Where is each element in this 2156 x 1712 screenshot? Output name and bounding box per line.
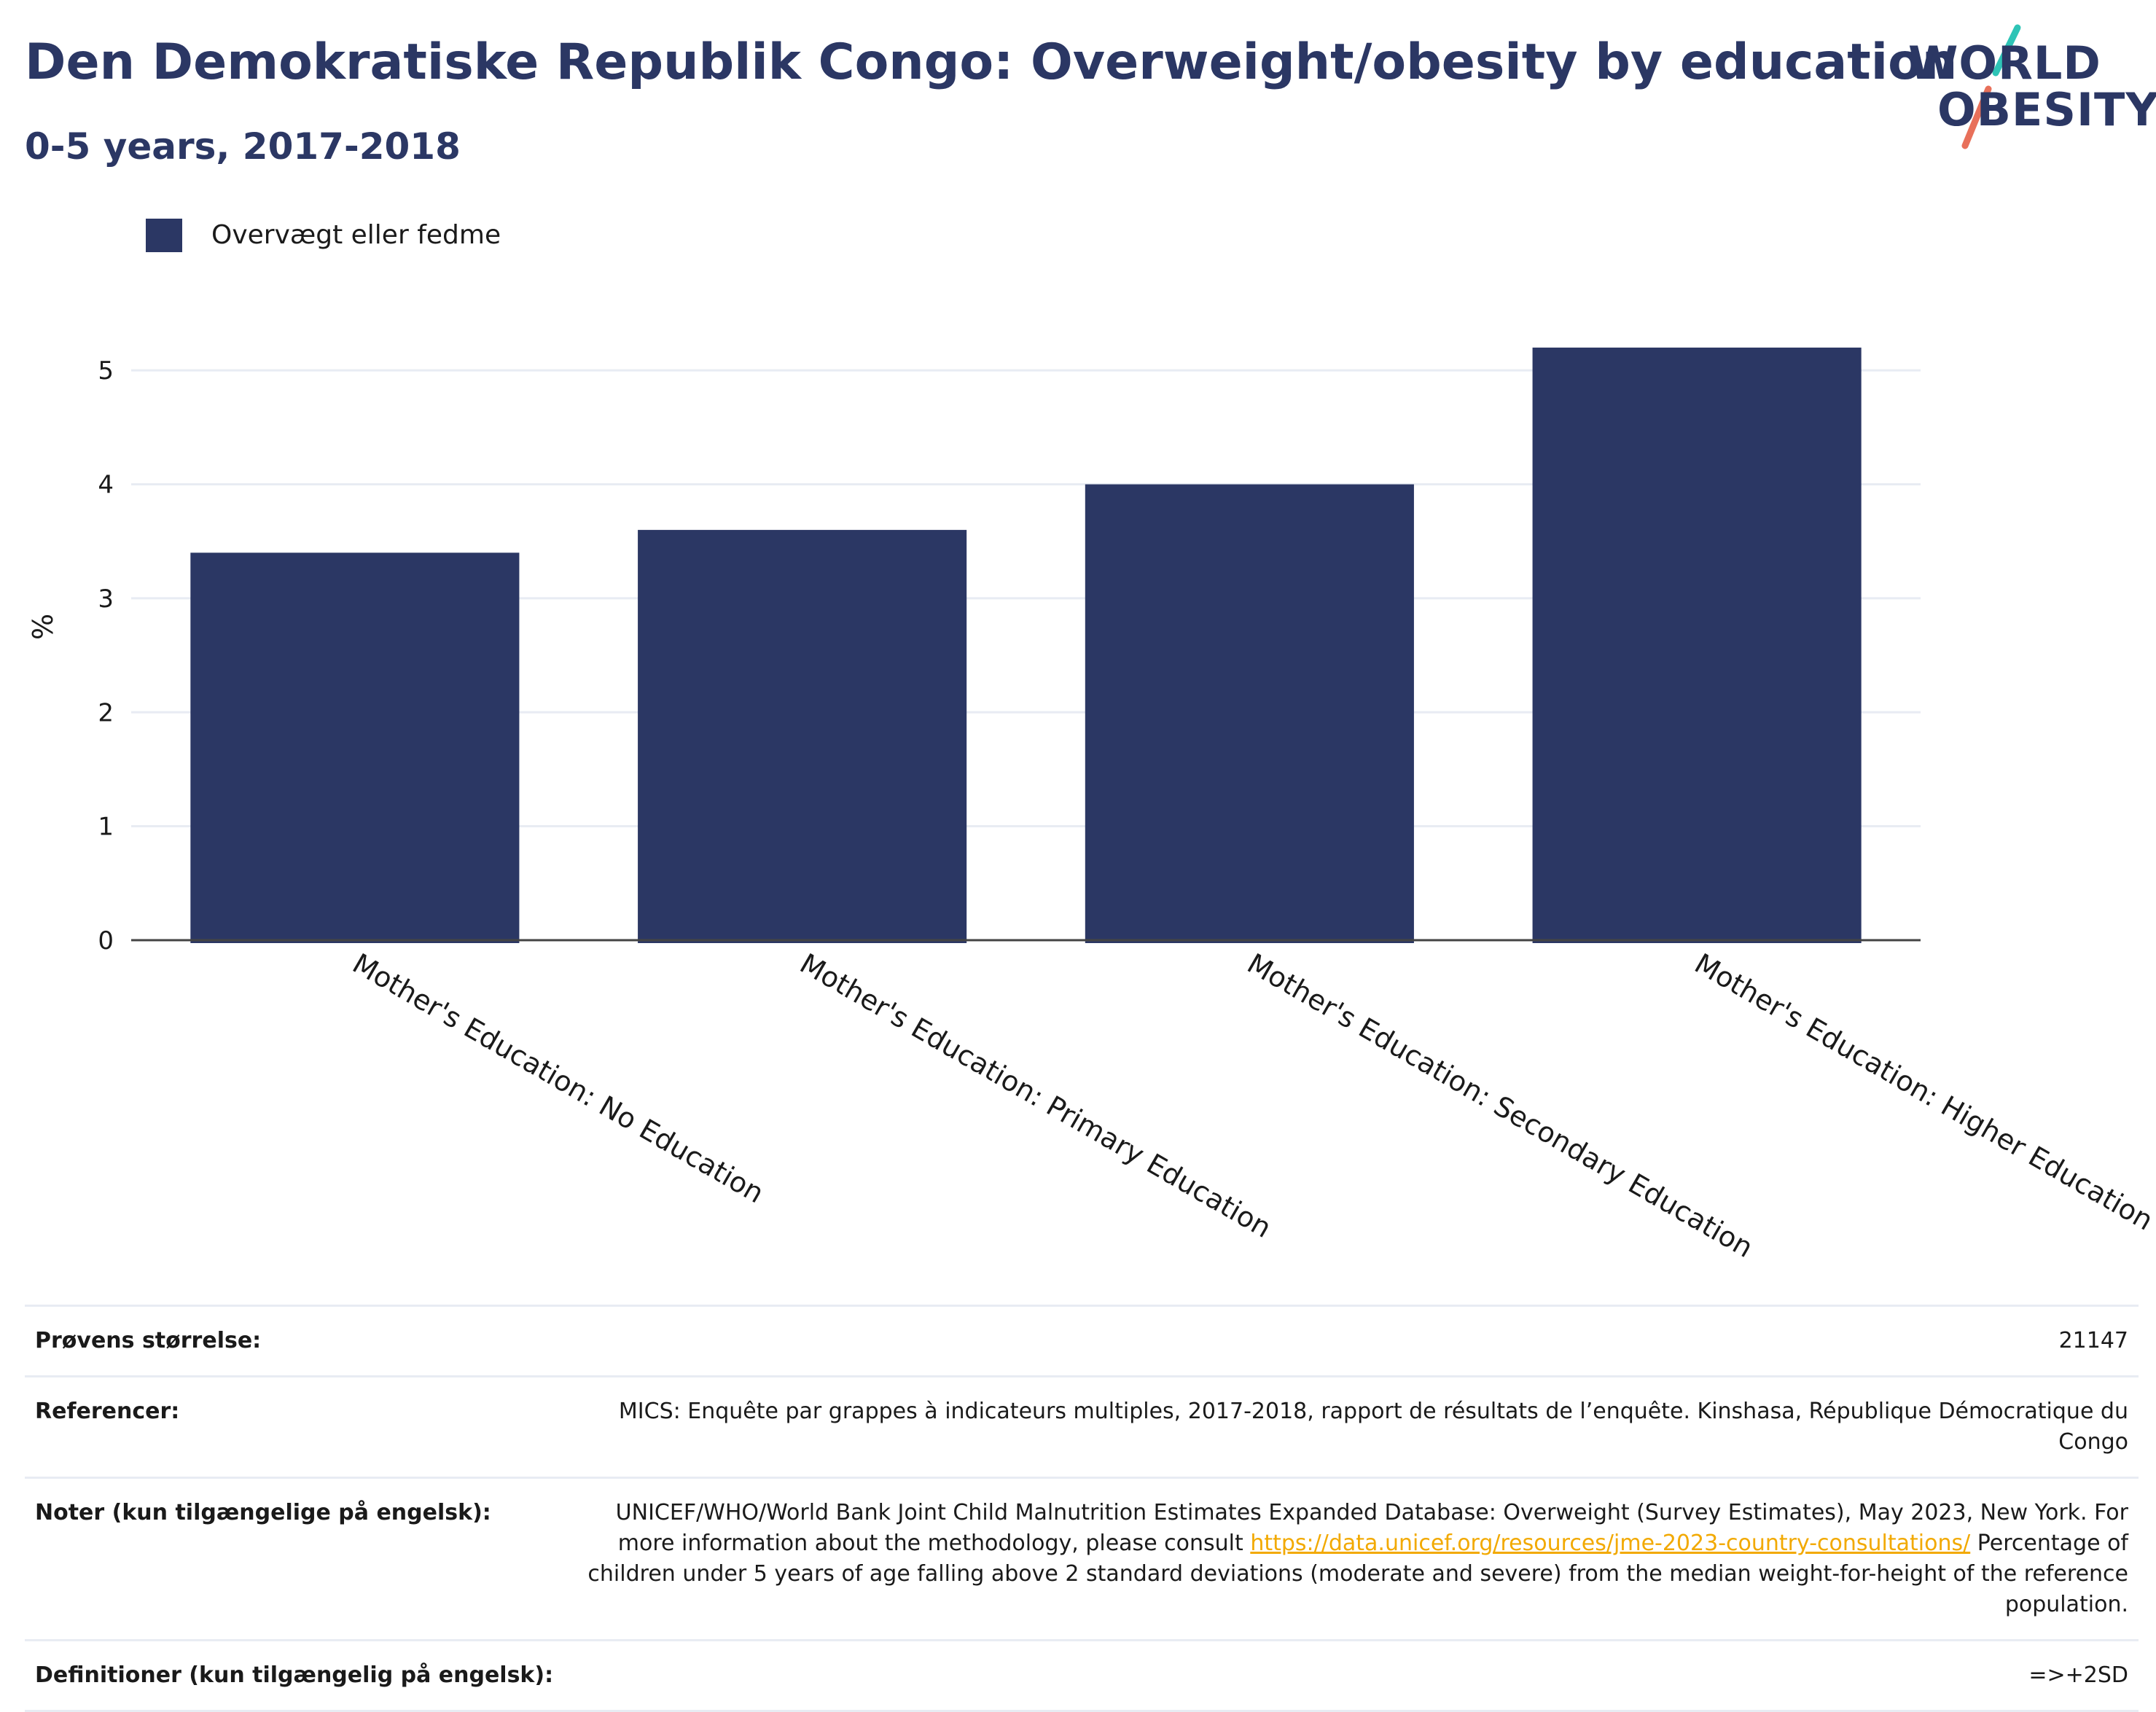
y-tick-label: 0 <box>98 926 114 955</box>
definitions-label: Definitioner (kun tilgængelig på engelsk… <box>35 1662 554 1688</box>
info-row-sample-size: Prøvens størrelse: 21147 <box>25 1305 2139 1377</box>
x-tick-label: Mother's Education: Secondary Education <box>1242 947 1759 1265</box>
definitions-value: =>+2SD <box>2028 1662 2128 1688</box>
info-row-notes: Noter (kun tilgængelige på engelsk): UNI… <box>25 1477 2139 1641</box>
bar <box>1532 347 1862 944</box>
logo-obesity-text: OBESITY <box>1937 83 2156 136</box>
sample-size-label: Prøvens størrelse: <box>35 1328 262 1353</box>
y-axis-label: % <box>27 614 59 640</box>
info-row-references: Referencer: MICS: Enquête par grappes à … <box>25 1376 2139 1478</box>
bar <box>190 552 520 943</box>
y-tick-label: 1 <box>98 813 114 842</box>
notes-value: UNICEF/WHO/World Bank Joint Child Malnut… <box>570 1478 2139 1641</box>
y-tick-label: 2 <box>98 698 114 727</box>
notes-label: Noter (kun tilgængelige på engelsk): <box>35 1500 491 1525</box>
notes-link[interactable]: https://data.unicef.org/resources/jme-20… <box>1250 1531 1971 1556</box>
chart-subtitle: 0-5 years, 2017-2018 <box>25 125 461 168</box>
chart-title: Den Demokratiske Republik Congo: Overwei… <box>25 34 1958 91</box>
bar <box>638 530 967 943</box>
legend-swatch <box>146 219 182 252</box>
references-value: MICS: Enquête par grappes à indicateurs … <box>618 1399 2128 1455</box>
references-label: Referencer: <box>35 1399 180 1424</box>
y-tick-label: 5 <box>98 356 114 386</box>
info-row-definitions: Definitioner (kun tilgængelig på engelsk… <box>25 1640 2139 1711</box>
x-tick-label: Mother's Education: Primary Education <box>794 947 1277 1244</box>
legend-label: Overvægt eller fedme <box>211 220 501 250</box>
info-table: Prøvens størrelse: 21147 Referencer: MIC… <box>25 1305 2139 1712</box>
x-tick-label: Mother's Education: No Education <box>347 947 769 1210</box>
logo-world-text: WORLD <box>1908 36 2101 90</box>
logo-slash-icon <box>1961 24 2021 149</box>
sample-size-value: 21147 <box>2058 1328 2128 1353</box>
y-tick-label: 4 <box>98 471 114 500</box>
x-tick-label: Mother's Education: Higher Education <box>1690 947 2156 1237</box>
notes-text-1: UNICEF/WHO/World Bank Joint Child Malnut… <box>615 1500 2128 1556</box>
y-tick-label: 3 <box>98 585 114 614</box>
notes-text-2: Percentage of children under 5 years of … <box>587 1531 2128 1617</box>
world-obesity-logo: WORLD OBESITY <box>1895 22 2156 153</box>
bar <box>1085 484 1414 943</box>
